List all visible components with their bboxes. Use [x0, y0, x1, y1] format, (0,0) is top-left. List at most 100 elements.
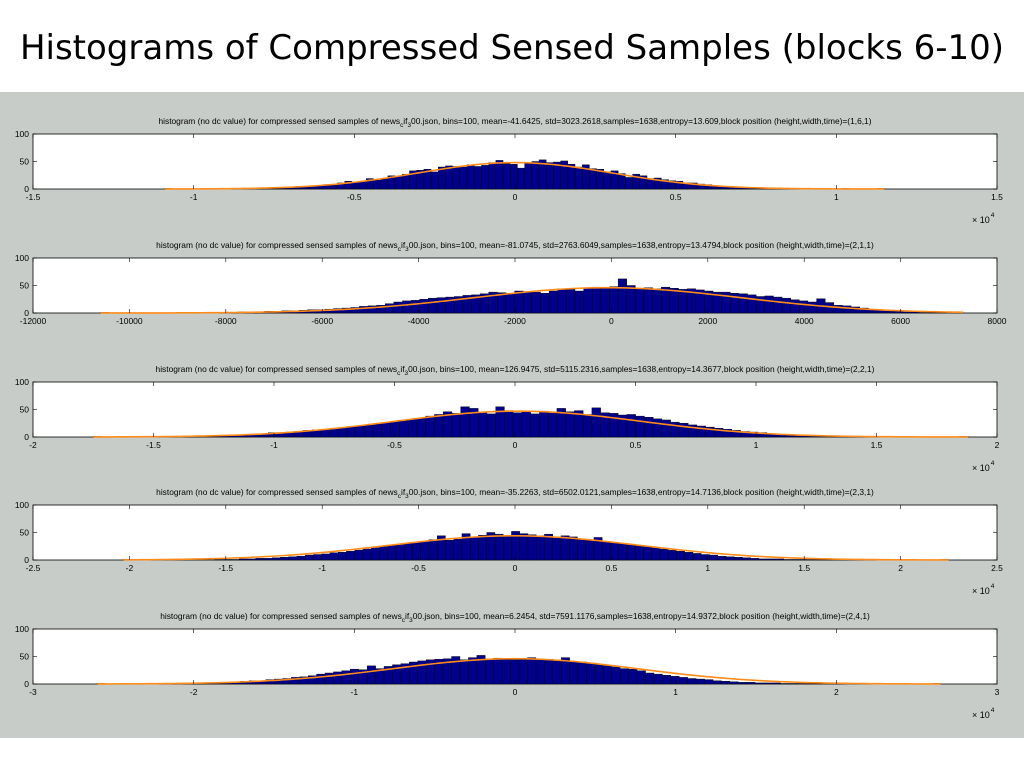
histogram-bar [329, 552, 339, 561]
histogram-bar [592, 286, 602, 314]
title-part: 00.json, bins=100, mean=-35.2263, std=65… [409, 487, 874, 497]
x-tick-label: -4000 [408, 316, 430, 326]
histogram-bar [445, 540, 454, 561]
histogram-bar [395, 544, 405, 561]
histogram-bar [746, 682, 756, 685]
histogram-bar [758, 558, 768, 561]
title-part: 00.json, bins=100, mean=-41.6425, std=30… [411, 116, 872, 126]
fit-curve [164, 161, 885, 190]
histogram-bar [362, 548, 372, 561]
x-tick-label: -2.5 [26, 563, 41, 573]
title-part: histogram (no dc value) for compressed s… [160, 611, 402, 621]
histogram-bar [717, 555, 727, 561]
histogram-bar [569, 536, 578, 561]
histogram-bar [493, 657, 503, 685]
title-part: 3 [407, 122, 411, 129]
histogram-bar [771, 682, 781, 685]
x-tick-label: -10000 [116, 316, 143, 326]
histogram-bar [618, 543, 628, 561]
histogram-bar [729, 681, 739, 685]
x-tick-label: -1.5 [146, 440, 161, 450]
histogram-bar [399, 420, 409, 438]
histogram-bar [531, 161, 540, 190]
histogram-bar [552, 537, 562, 561]
histogram-bar [725, 556, 735, 561]
histogram-bar [618, 173, 626, 190]
histogram-title: histogram (no dc value) for compressed s… [160, 611, 870, 624]
x-exponent-base: × 10 [972, 463, 990, 473]
histogram-bar [364, 424, 374, 438]
title-part: c [398, 493, 402, 500]
histogram-title: histogram (no dc value) for compressed s… [156, 487, 874, 500]
histogram-bar [750, 558, 760, 561]
x-tick-label: -1.5 [26, 192, 41, 202]
x-tick-label: -8000 [215, 316, 237, 326]
histogram-bar [313, 554, 322, 561]
histogram-bar [488, 162, 497, 190]
histogram-title: histogram (no dc value) for compressed s… [158, 116, 871, 129]
histogram-bar [524, 162, 533, 190]
histogram-4: histogram (no dc value) for compressed s… [15, 487, 1003, 596]
title-part: c [400, 122, 404, 129]
histogram-bar [799, 300, 809, 314]
histogram-bar [536, 535, 545, 561]
x-exponent-label: × 104 [972, 707, 995, 720]
x-exponent-label: × 104 [972, 460, 995, 473]
histogram-bar [662, 675, 672, 685]
histogram-bar [503, 535, 512, 561]
histogram-bar [308, 186, 317, 190]
histogram-bar [808, 559, 817, 561]
title-part: if [401, 240, 406, 250]
y-tick-label: 50 [20, 157, 30, 167]
histogram-bar [625, 177, 633, 190]
histogram-bar [530, 413, 540, 438]
histogram-bar [452, 166, 461, 190]
histogram-bar [781, 297, 791, 314]
histogram-bar [412, 542, 421, 561]
histogram-bar [351, 182, 360, 190]
histogram-bar [574, 166, 583, 190]
histogram-bar [420, 541, 430, 561]
histogram-bar [460, 406, 470, 438]
histogram-bar [373, 179, 381, 190]
histogram-bar [712, 680, 722, 685]
histogram-bar [255, 558, 265, 561]
x-tick-label: -1 [190, 192, 198, 202]
histogram-1: histogram (no dc value) for compressed s… [15, 116, 1003, 225]
x-exponent-power: 4 [991, 460, 995, 467]
histogram-bar [780, 683, 790, 685]
histogram-bar [552, 660, 562, 685]
x-exponent-power: 4 [991, 707, 995, 714]
x-exponent-label: × 104 [972, 583, 995, 596]
x-tick-label: -6000 [311, 316, 333, 326]
histogram-bar [653, 673, 663, 685]
histogram-bar [560, 535, 570, 561]
histogram-bar [402, 300, 412, 314]
x-tick-label: -1.5 [218, 563, 233, 573]
histogram-bar [434, 414, 444, 438]
x-exponent-power: 4 [991, 212, 995, 219]
histogram-bar [505, 292, 515, 314]
x-exponent-label: × 104 [972, 212, 995, 225]
histogram-bar [603, 171, 612, 190]
histogram-bar [222, 559, 232, 561]
x-tick-label: 2000 [698, 316, 717, 326]
x-tick-label: 1.5 [871, 440, 883, 450]
histogram-bar [393, 301, 403, 314]
histogram-bar [459, 659, 469, 685]
histogram-bar [346, 426, 356, 438]
histogram-bar [668, 549, 677, 561]
histogram-bar [669, 288, 679, 314]
histogram-bar [394, 176, 403, 190]
title-part: if [401, 487, 406, 497]
x-tick-label: -2000 [504, 316, 526, 326]
histogram-bar [557, 288, 567, 314]
histogram-bar [518, 658, 528, 685]
histogram-bar [807, 301, 817, 314]
x-tick-label: 0 [513, 192, 518, 202]
y-tick-label: 50 [20, 652, 30, 662]
histogram-bar [783, 559, 793, 561]
histogram-bar [288, 556, 298, 561]
x-tick-label: -1 [270, 440, 278, 450]
histogram-5: histogram (no dc value) for compressed s… [15, 611, 1000, 720]
